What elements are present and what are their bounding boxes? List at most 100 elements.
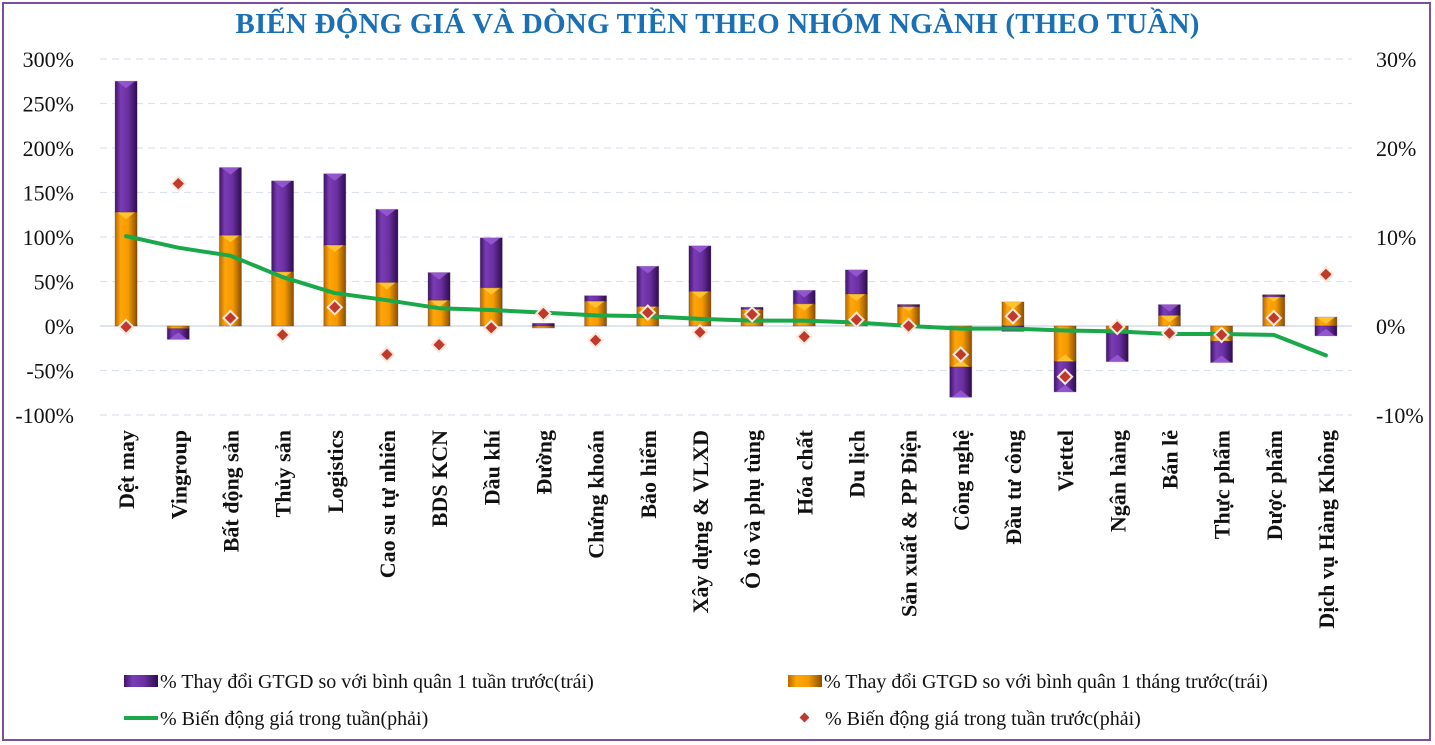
bar-week xyxy=(271,180,295,273)
category-label: Thủy sản xyxy=(271,430,296,517)
legend-label: % Thay đổi GTGD so với bình quân 1 tuần … xyxy=(160,671,594,693)
line-series xyxy=(124,234,1328,358)
legend-item: % Thay đổi GTGD so với bình quân 1 tháng… xyxy=(788,671,1268,693)
category-label: Đầu tư công xyxy=(1001,430,1026,545)
left-tick-label: 150% xyxy=(23,181,74,206)
category-labels: Dệt may Vingroup Bất động sản Thủy sản Logis… xyxy=(114,429,1339,629)
left-axis: 300% 250% 200% 150% 100% 50% 0% -50% -100% xyxy=(15,47,74,428)
legend-item: % Biến động giá trong tuần(phải) xyxy=(124,708,428,730)
left-tick-label: 300% xyxy=(23,47,74,72)
category-label: BDS KCN xyxy=(427,430,452,527)
left-tick-label: 50% xyxy=(34,270,74,295)
right-tick-label: 20% xyxy=(1376,136,1416,161)
bar-week xyxy=(1262,294,1286,298)
left-tick-label: -100% xyxy=(15,403,74,428)
category-label: Logistics xyxy=(323,430,348,514)
prev-week-point xyxy=(482,319,500,337)
bar-week xyxy=(166,328,190,340)
prev-week-point xyxy=(1108,318,1126,336)
prev-week-point xyxy=(847,311,865,329)
legend-swatch xyxy=(788,675,822,687)
category-label: Công nghệ xyxy=(949,430,974,531)
bar-week xyxy=(479,237,503,289)
category-label: Bán lẻ xyxy=(1157,430,1182,490)
prev-week-point xyxy=(169,175,187,193)
bar-week xyxy=(949,366,973,398)
bar-week xyxy=(531,322,555,327)
legend-swatch xyxy=(799,712,810,723)
prev-week-point xyxy=(1265,309,1283,327)
bar-week xyxy=(584,295,608,302)
bar-week xyxy=(1314,325,1338,337)
bar-week xyxy=(844,269,868,295)
prev-week-point xyxy=(691,323,709,341)
chart-title: BIẾN ĐỘNG GIÁ VÀ DÒNG TIỀN THEO NHÓM NGÀ… xyxy=(235,8,1200,40)
legend-item: % Thay đổi GTGD so với bình quân 1 tuần … xyxy=(124,671,594,693)
prev-week-point xyxy=(117,318,135,336)
left-tick-label: 250% xyxy=(23,92,74,117)
category-label: Thực phẩm xyxy=(1210,430,1235,539)
price-change-line xyxy=(124,234,1328,358)
legend-label: % Thay đổi GTGD so với bình quân 1 tháng… xyxy=(824,671,1268,693)
prev-week-point xyxy=(743,305,761,323)
category-label: Dầu khí xyxy=(479,429,504,505)
category-label: Chứng khoán xyxy=(584,430,609,559)
bar-series xyxy=(114,80,1338,398)
right-tick-label: 0% xyxy=(1376,314,1405,339)
bar-month xyxy=(427,299,451,327)
bar-week xyxy=(427,272,451,301)
prev-week-point xyxy=(587,331,605,349)
category-label: Xây dựng & VLXD xyxy=(688,430,713,613)
left-tick-label: 100% xyxy=(23,225,74,250)
prev-week-point xyxy=(639,304,657,322)
category-label: Dệt may xyxy=(114,430,139,509)
category-label: Ngân hàng xyxy=(1105,430,1130,532)
bar-week xyxy=(323,173,347,246)
bar-week xyxy=(688,245,712,292)
bar-month xyxy=(114,211,138,327)
category-label: Dược phẩm xyxy=(1262,430,1287,540)
bar-week xyxy=(1105,330,1129,363)
prev-week-point xyxy=(221,309,239,327)
category-label: Dịch vụ Hàng Không xyxy=(1314,430,1339,629)
legend: % Thay đổi GTGD so với bình quân 1 tuần … xyxy=(124,671,1268,730)
category-label: Cao su tự nhiên xyxy=(375,430,400,578)
bar-month xyxy=(375,281,399,327)
bar-week xyxy=(114,80,138,213)
prev-week-point xyxy=(534,305,552,323)
right-axis: 30% 20% 10% 0% -10% xyxy=(1376,47,1424,428)
legend-swatch xyxy=(124,675,158,687)
category-label: Viettel xyxy=(1053,430,1078,491)
prev-week-point xyxy=(952,345,970,363)
category-label: Bảo hiểm xyxy=(636,430,661,519)
bar-week xyxy=(1157,304,1181,316)
prev-week-point xyxy=(430,336,448,354)
right-tick-label: -10% xyxy=(1376,403,1424,428)
left-tick-label: 200% xyxy=(23,136,74,161)
gridlines xyxy=(100,58,1352,416)
bar-week xyxy=(897,304,921,308)
category-label: Vingroup xyxy=(166,430,191,519)
legend-label: % Biến động giá trong tuần(phải) xyxy=(160,708,428,730)
legend-label: % Biến động giá trong tuần trước(phải) xyxy=(825,708,1141,730)
category-label: Đường xyxy=(531,430,556,495)
prev-week-point xyxy=(1056,368,1074,386)
category-label: Ô tô và phụ tùng xyxy=(740,430,765,589)
left-tick-label: -50% xyxy=(26,359,74,384)
right-tick-label: 10% xyxy=(1376,225,1416,250)
prev-week-point xyxy=(900,317,918,335)
prev-week-point xyxy=(1004,307,1022,325)
bar-week xyxy=(1210,340,1234,363)
scatter-series xyxy=(117,175,1335,386)
category-label: Du lịch xyxy=(844,430,869,498)
right-tick-label: 30% xyxy=(1376,47,1416,72)
category-label: Hóa chất xyxy=(792,429,817,515)
prev-week-point xyxy=(1317,265,1335,283)
bar-month xyxy=(1157,314,1181,327)
bar-month xyxy=(1314,316,1338,327)
bar-week xyxy=(636,265,660,307)
prev-week-point xyxy=(326,298,344,316)
prev-week-point xyxy=(1213,326,1231,344)
